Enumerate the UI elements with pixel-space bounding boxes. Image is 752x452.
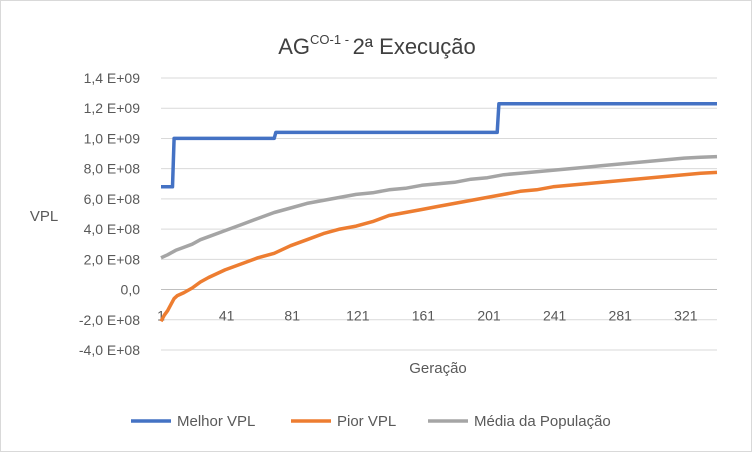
chart-title: AGCO-1 - 2ª Execução	[278, 32, 476, 59]
x-tick-label: 1	[157, 308, 165, 324]
series-lines	[159, 101, 718, 323]
y-tick-label: 6,0 E+08	[84, 191, 141, 207]
y-tick-label: 4,0 E+08	[84, 221, 141, 237]
x-tick-label: 241	[543, 308, 567, 324]
series-line-2	[160, 154, 718, 260]
chart-title-main: AG	[278, 34, 310, 59]
legend-label-2: Média da População	[474, 413, 611, 430]
y-tick-label: 8,0 E+08	[84, 161, 141, 177]
x-tick-label: 41	[219, 308, 235, 324]
legend-label-0: Melhor VPL	[177, 413, 255, 430]
x-tick-label: 121	[346, 308, 370, 324]
legend: Melhor VPL Pior VPL Média da População	[131, 413, 611, 430]
y-tick-label: 1,0 E+09	[84, 130, 141, 146]
y-tick-label: 1,4 E+09	[84, 70, 141, 86]
chart-title-rest: 2ª Execução	[353, 34, 476, 59]
x-axis-tick-labels: 1 41 81 121 161 201 241 281 321	[157, 308, 698, 324]
y-axis-title: VPL	[30, 208, 58, 225]
series-line-0	[161, 101, 717, 189]
x-tick-label: 201	[477, 308, 501, 324]
x-tick-label: 161	[412, 308, 436, 324]
y-axis-tick-labels: 1,4 E+09 1,2 E+09 1,0 E+09 8,0 E+08 6,0 E+08…	[79, 70, 140, 358]
x-tick-label: 281	[609, 308, 633, 324]
legend-label-1: Pior VPL	[337, 413, 396, 430]
y-tick-label: 2,0 E+08	[84, 251, 141, 267]
y-tick-label: -2,0 E+08	[79, 312, 140, 328]
y-tick-label: 1,2 E+09	[84, 100, 141, 116]
x-tick-label: 81	[284, 308, 300, 324]
x-axis-title: Geração	[409, 360, 467, 377]
chart-title-sup: CO-1 -	[310, 32, 353, 47]
y-tick-label: -4,0 E+08	[79, 342, 140, 358]
x-tick-label: 321	[674, 308, 698, 324]
gridlines	[161, 77, 717, 351]
series-line-1	[159, 170, 718, 323]
y-tick-label: 0,0	[121, 282, 141, 298]
